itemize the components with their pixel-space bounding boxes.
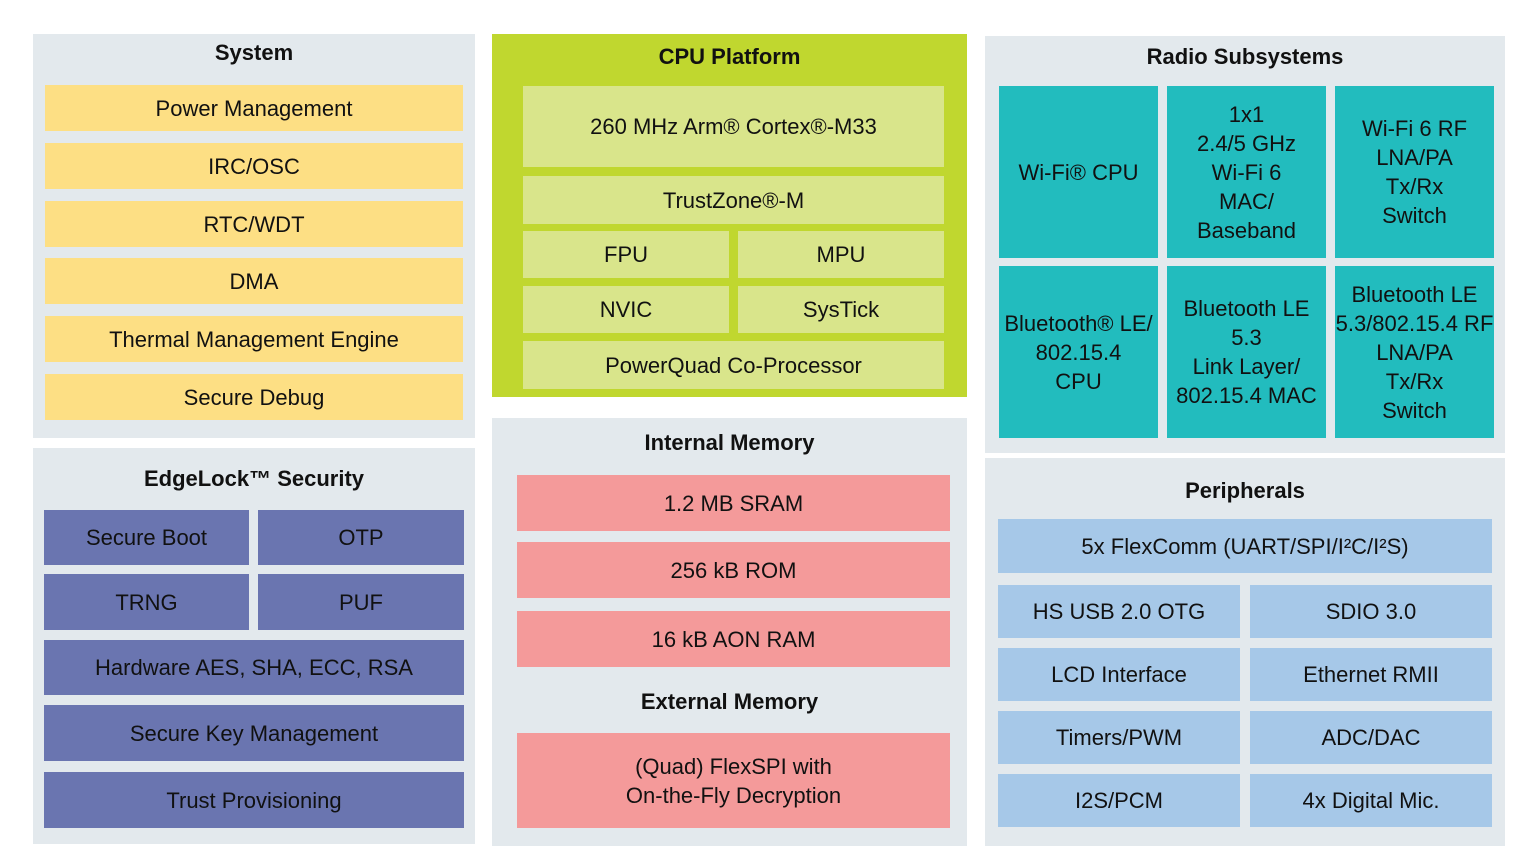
cpu-title: CPU Platform [658,44,801,69]
peripheral-block: 5x FlexComm (UART/SPI/I²C/I²S) [998,519,1492,573]
cpu-block: 260 MHz Arm® Cortex®-M33 [523,86,944,167]
memory-block: 256 kB ROM [517,542,950,598]
radio-block: 1x1 2.4/5 GHz Wi-Fi 6 MAC/ Baseband [1167,86,1326,258]
system-block: Power Management [45,85,463,131]
peripheral-block: I2S/PCM [998,774,1240,827]
system-block: RTC/WDT [45,201,463,247]
radio-block: Bluetooth LE 5.3/802.15.4 RF LNA/PA Tx/R… [1335,266,1494,438]
security-block: Secure Boot [44,510,249,565]
security-block: TRNG [44,574,249,630]
security-block: Hardware AES, SHA, ECC, RSA [44,640,464,695]
security-block: Secure Key Management [44,705,464,761]
security-title: EdgeLock™ Security [143,466,365,491]
peripheral-block: Ethernet RMII [1250,648,1492,701]
system-block: Thermal Management Engine [45,316,463,362]
memory-block: 16 kB AON RAM [517,611,950,667]
cpu-block: NVIC [523,286,729,333]
external-memory-title: External Memory [640,689,819,714]
peripherals-title: Peripherals [1185,478,1305,503]
security-block: Trust Provisioning [44,772,464,828]
peripheral-block: LCD Interface [998,648,1240,701]
peripheral-block: SDIO 3.0 [1250,585,1492,638]
radio-block: Bluetooth LE 5.3 Link Layer/ 802.15.4 MA… [1167,266,1326,438]
system-block: DMA [45,258,463,304]
memory-block: 1.2 MB SRAM [517,475,950,531]
system-block: Secure Debug [45,374,463,420]
cpu-block: SysTick [738,286,944,333]
cpu-block: FPU [523,231,729,278]
memory-block: (Quad) FlexSPI with On-the-Fly Decryptio… [517,733,950,828]
peripheral-block: HS USB 2.0 OTG [998,585,1240,638]
cpu-block: PowerQuad Co-Processor [523,341,944,389]
peripheral-block: Timers/PWM [998,711,1240,764]
radio-title: Radio Subsystems [1146,44,1344,69]
cpu-block: TrustZone®-M [523,176,944,224]
radio-block: Wi-Fi® CPU [999,86,1158,258]
security-block: OTP [258,510,464,565]
peripheral-block: ADC/DAC [1250,711,1492,764]
memory-title: Internal Memory [644,430,815,455]
system-block: IRC/OSC [45,143,463,189]
security-block: PUF [258,574,464,630]
system-title: System [214,40,294,65]
radio-block: Wi-Fi 6 RF LNA/PA Tx/Rx Switch [1335,86,1494,258]
cpu-block: MPU [738,231,944,278]
peripheral-block: 4x Digital Mic. [1250,774,1492,827]
radio-block: Bluetooth® LE/ 802.15.4 CPU [999,266,1158,438]
